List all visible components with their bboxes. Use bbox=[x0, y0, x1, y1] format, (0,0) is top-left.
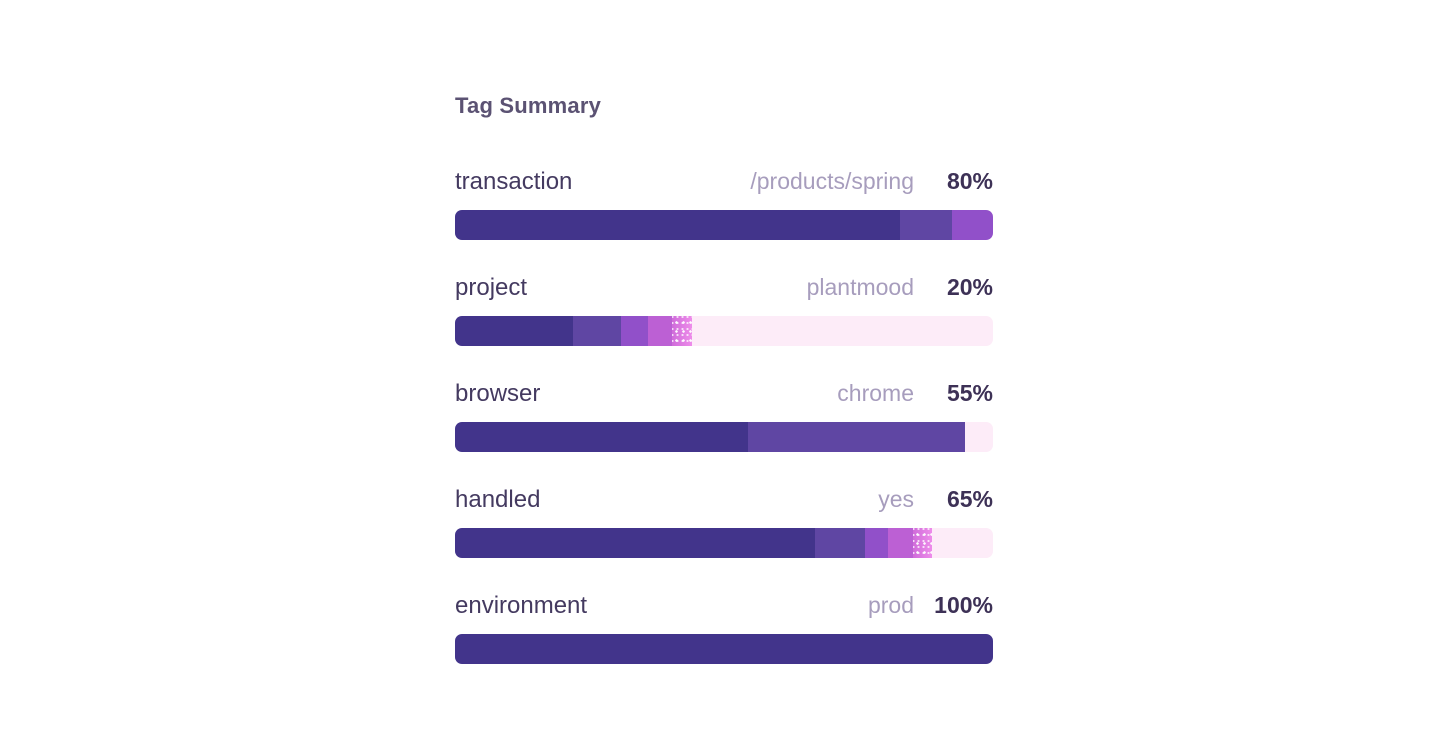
bar-segment-orchid[interactable] bbox=[647, 316, 673, 346]
tag-distribution-bar[interactable] bbox=[455, 528, 993, 558]
bar-segment-medium[interactable] bbox=[899, 210, 953, 240]
tag-name: environment bbox=[455, 592, 588, 619]
tag-row: browser chrome 55% bbox=[455, 378, 993, 452]
tag-name: project bbox=[455, 274, 528, 301]
tag-top-value: yes bbox=[878, 486, 914, 512]
bar-segment-orchid[interactable] bbox=[888, 528, 913, 558]
bar-segment-bright[interactable] bbox=[864, 528, 889, 558]
tag-percentage: 100% bbox=[934, 592, 993, 618]
tag-row-header: handled yes 65% bbox=[455, 484, 993, 515]
bar-segment-medium[interactable] bbox=[748, 422, 966, 452]
tag-row: transaction /products/spring 80% bbox=[455, 166, 993, 240]
tag-distribution-bar[interactable] bbox=[455, 634, 993, 664]
tag-top-value: chrome bbox=[837, 380, 914, 406]
bar-segment-rest[interactable] bbox=[931, 528, 993, 558]
tag-top-value: prod bbox=[867, 592, 914, 618]
bar-segment-rest[interactable] bbox=[692, 316, 993, 346]
tag-rows: transaction /products/spring 80% project… bbox=[455, 166, 993, 664]
tag-row-header: environment prod 100% bbox=[455, 590, 993, 621]
tag-name: browser bbox=[455, 380, 541, 407]
bar-segment-dark[interactable] bbox=[455, 634, 993, 664]
tag-top-value: /products/spring bbox=[750, 168, 914, 194]
bar-segment-medium[interactable] bbox=[572, 316, 621, 346]
tag-row: environment prod 100% bbox=[455, 590, 993, 664]
tag-top-value: plantmood bbox=[806, 274, 914, 300]
tag-percentage: 55% bbox=[946, 380, 993, 406]
tag-percentage: 80% bbox=[946, 168, 993, 194]
panel-title: Tag Summary bbox=[455, 93, 602, 118]
bar-segment-dark[interactable] bbox=[455, 528, 815, 558]
tag-distribution-bar[interactable] bbox=[455, 316, 993, 346]
tag-row-header: project plantmood 20% bbox=[455, 272, 993, 303]
tag-name: handled bbox=[455, 486, 541, 513]
bar-segment-dark[interactable] bbox=[455, 316, 573, 346]
tag-row-header: transaction /products/spring 80% bbox=[455, 166, 993, 197]
tag-percentage: 65% bbox=[946, 486, 993, 512]
bar-segment-bright[interactable] bbox=[620, 316, 648, 346]
tag-row-header: browser chrome 55% bbox=[455, 378, 993, 409]
tag-percentage: 20% bbox=[946, 274, 993, 300]
bar-segment-dotted[interactable] bbox=[672, 316, 693, 346]
bar-segment-rest[interactable] bbox=[965, 422, 993, 452]
tag-name: transaction bbox=[455, 168, 573, 195]
tag-distribution-bar[interactable] bbox=[455, 210, 993, 240]
bar-segment-medium[interactable] bbox=[814, 528, 865, 558]
bar-segment-dotted[interactable] bbox=[912, 528, 932, 558]
bar-segment-dark[interactable] bbox=[455, 422, 749, 452]
bar-segment-dark[interactable] bbox=[455, 210, 900, 240]
tag-row: project plantmood 20% bbox=[455, 272, 993, 346]
tag-row: handled yes 65% bbox=[455, 484, 993, 558]
tag-summary-panel: Tag Summary transaction /products/spring… bbox=[455, 92, 993, 696]
bar-segment-bright[interactable] bbox=[952, 210, 993, 240]
tag-distribution-bar[interactable] bbox=[455, 422, 993, 452]
